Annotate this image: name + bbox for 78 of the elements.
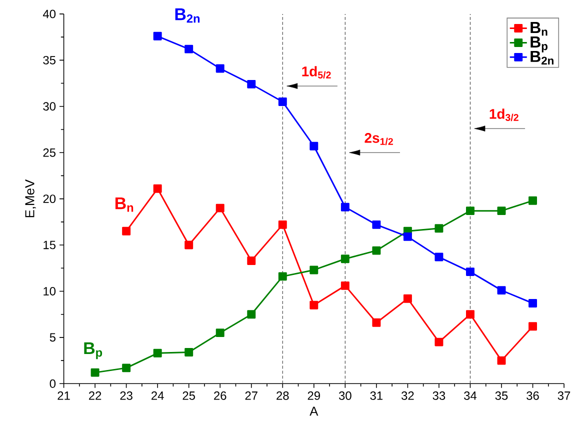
point xyxy=(122,226,131,236)
x-tick-label: 33 xyxy=(432,391,446,400)
x-tick-label: 22 xyxy=(88,391,102,400)
point xyxy=(90,368,100,377)
point xyxy=(278,97,287,106)
point xyxy=(497,356,506,365)
x-tick-label: 32 xyxy=(402,391,414,400)
ref-line-label: 1d$_{3/2}$ xyxy=(490,108,518,121)
point xyxy=(216,64,224,72)
text: B$_{p}$ xyxy=(84,342,102,359)
x-tick-label: 28 xyxy=(276,391,289,400)
point xyxy=(340,281,350,290)
x-tick-label: 30 xyxy=(338,391,352,400)
point xyxy=(372,318,381,327)
x-tick-label: 35 xyxy=(495,391,508,400)
point xyxy=(122,363,131,372)
point xyxy=(310,300,318,310)
point xyxy=(497,286,506,294)
point xyxy=(184,240,194,250)
y-tick-label: 30 xyxy=(43,102,56,110)
x-tick-label: 29 xyxy=(308,391,320,400)
x-tick-label: 36 xyxy=(526,391,539,400)
point xyxy=(247,80,256,88)
point xyxy=(434,338,444,346)
y-tick-label: 5 xyxy=(50,333,56,342)
point xyxy=(434,252,444,262)
point xyxy=(153,348,162,358)
point xyxy=(340,202,350,212)
point xyxy=(528,196,538,205)
y-tick-label: 15 xyxy=(44,240,56,249)
x-axis-title: A xyxy=(310,406,318,416)
point xyxy=(372,246,381,255)
point xyxy=(403,294,412,303)
ref-line-label: 1d$_{5/2}$ xyxy=(302,66,331,78)
point xyxy=(216,204,224,212)
x-tick-label: 21 xyxy=(58,391,70,400)
y-axis-title: E,MeV xyxy=(25,179,36,217)
point xyxy=(466,206,474,215)
ref-line-label: 2s$_{1/2}$ xyxy=(364,132,393,145)
point xyxy=(310,266,318,274)
y-tick-label: 20 xyxy=(43,194,56,203)
x-tick-label: 31 xyxy=(370,391,382,400)
y-tick-label: 10 xyxy=(44,286,56,296)
text: B$_{n}$ xyxy=(115,197,134,212)
point xyxy=(153,32,162,40)
x-tick-label: 24 xyxy=(152,391,164,400)
point xyxy=(528,322,538,330)
legend-label: B$_{2n}$ xyxy=(530,50,554,64)
x-tick-label: 25 xyxy=(182,391,195,400)
x-tick-label: 37 xyxy=(558,391,570,400)
point xyxy=(372,220,381,229)
point xyxy=(466,267,474,276)
point xyxy=(466,310,474,318)
point xyxy=(247,256,256,265)
point xyxy=(247,310,256,318)
point xyxy=(184,44,194,54)
y-tick-label: 35 xyxy=(43,56,56,64)
point xyxy=(278,220,287,229)
x-tick-label: 34 xyxy=(464,391,477,400)
point xyxy=(497,206,506,215)
y-tick-label: 25 xyxy=(43,148,56,157)
point xyxy=(403,232,412,241)
y-tick-label: 0 xyxy=(50,379,56,388)
x-tick-label: 23 xyxy=(120,391,132,400)
point xyxy=(340,254,350,263)
point xyxy=(184,348,194,356)
point xyxy=(528,298,538,308)
legend-label: B$_{p}$ xyxy=(530,36,548,52)
x-tick-label: 27 xyxy=(245,391,258,400)
point xyxy=(310,142,318,150)
legend-label: B$_{n}$ xyxy=(530,22,548,36)
y-tick-label: 40 xyxy=(42,9,56,18)
point xyxy=(278,272,287,280)
x-tick-label: 26 xyxy=(214,391,226,400)
point xyxy=(153,184,162,193)
text: B$_{2n}$ xyxy=(175,8,200,22)
point xyxy=(216,328,224,337)
point xyxy=(434,224,444,232)
